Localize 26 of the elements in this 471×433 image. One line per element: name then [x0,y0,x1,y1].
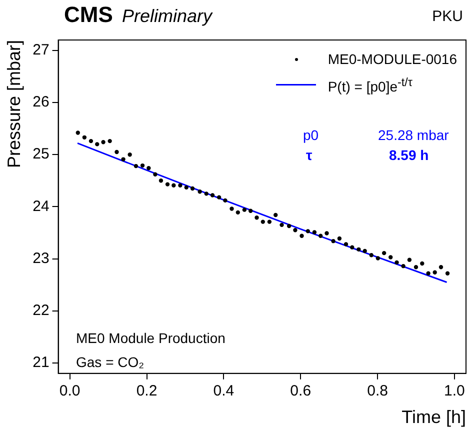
y-axis-title: Pressure [mbar] [4,40,24,168]
legend-label: P(t) = [p0]e$^{-t/τ}$ [328,76,412,94]
x-tick-label: 0.6 [290,382,312,400]
annotation: Gas = CO₂ [76,354,144,370]
x-tick-label: 0.0 [59,382,80,400]
text: PKU [432,8,463,25]
legend-label: ME0-MODULE-0016 [328,51,457,67]
y-tick-label: 25 [32,146,50,163]
y-tick-label: 22 [32,302,50,320]
y-tick-label: 26 [32,94,50,111]
x-tick-label: 0.2 [136,382,158,400]
x-tick-label: 0.4 [213,382,234,400]
chart-subtitle: Preliminary [122,6,212,27]
x-tick-label: 0.8 [367,382,388,400]
y-tick-label: 24 [32,198,50,215]
annotation: p0 [303,127,319,143]
annotation: τ [306,147,312,163]
y-tick-label: 27 [32,42,50,59]
x-tick-label: 1.0 [444,382,465,400]
annotation: ME0 Module Production [76,330,226,346]
x-axis-title: Time [h] [402,407,466,428]
chart-title: CMS [64,2,113,28]
y-tick-label: 23 [32,250,50,267]
annotation: 25.28 mbar [378,127,449,143]
y-tick-label: 21 [32,354,50,372]
annotation: 8.59 h [389,147,429,163]
